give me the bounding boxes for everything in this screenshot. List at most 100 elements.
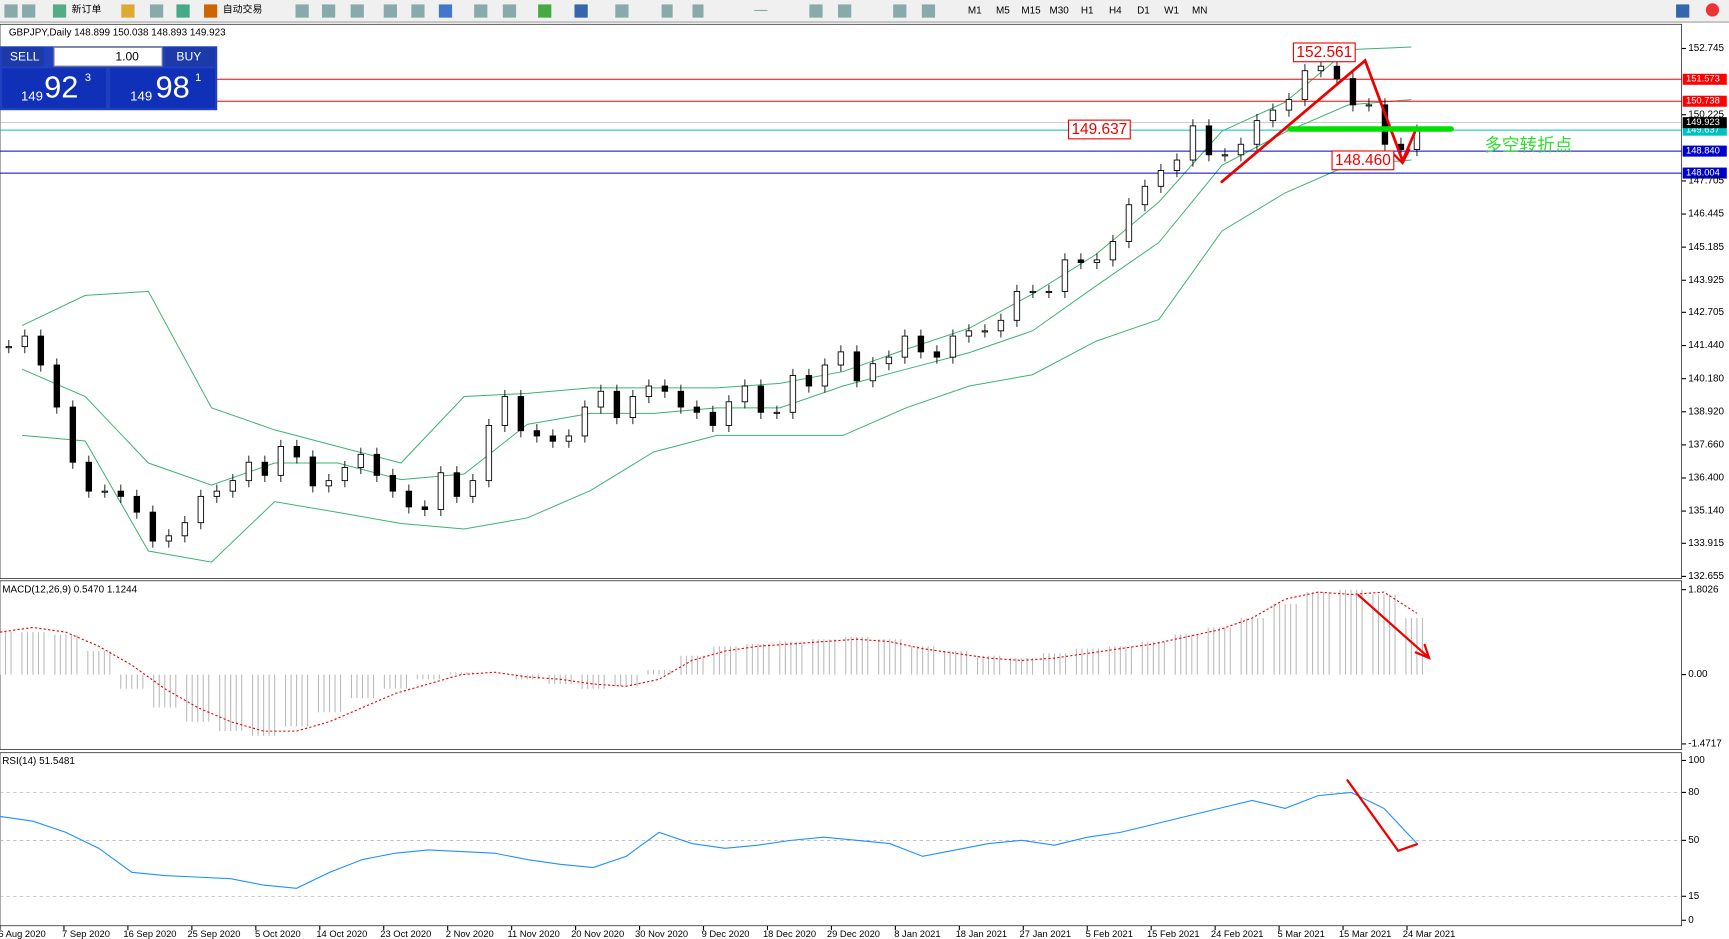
timeframe[interactable]: H4 — [1109, 6, 1122, 17]
candle — [1253, 120, 1261, 145]
candle — [1029, 290, 1037, 293]
timeframe[interactable]: W1 — [1164, 6, 1179, 17]
candle — [1189, 125, 1197, 161]
candle — [1285, 99, 1293, 111]
candle — [549, 435, 557, 442]
y-tick-label: 80 — [1688, 787, 1700, 798]
candle — [1333, 65, 1341, 80]
sell-price[interactable] — [2, 68, 106, 109]
candle — [1317, 65, 1325, 72]
candle — [805, 375, 813, 387]
level-label: 148.840 — [1686, 146, 1720, 156]
candle — [37, 335, 45, 366]
annotation-high: 152.561 — [1296, 44, 1352, 61]
buy-button[interactable] — [165, 47, 216, 67]
candle — [117, 490, 125, 497]
macd-pane — [0, 580, 1682, 750]
candle — [1077, 259, 1085, 263]
x-tick-label: 23 Oct 2020 — [380, 929, 431, 939]
macd-label: MACD(12,26,9) 0.5470 1.1244 — [2, 584, 137, 595]
y-tick-label: 132.655 — [1688, 571, 1724, 582]
lots[interactable]: 1.00 — [115, 50, 139, 64]
sell-button[interactable] — [2, 47, 45, 67]
timeframe[interactable]: M15 — [1021, 6, 1041, 17]
x-tick-label: 24 Mar 2021 — [1403, 929, 1456, 939]
candle — [453, 472, 461, 497]
x-tick-label: 7 Sep 2020 — [62, 929, 110, 939]
candle — [309, 456, 317, 487]
level-tag — [1682, 145, 1727, 157]
bollinger-middle — [21, 99, 1412, 486]
candle — [1173, 159, 1181, 171]
candle — [181, 522, 189, 537]
candle — [821, 364, 829, 387]
candle — [837, 351, 845, 366]
one-click-panel — [0, 46, 218, 111]
candle — [437, 472, 445, 510]
y-tick-label: 142.705 — [1688, 307, 1724, 318]
timeframe[interactable]: M5 — [996, 6, 1010, 17]
candle — [5, 346, 13, 349]
candle — [277, 446, 285, 476]
y-tick-label: 150.225 — [1688, 109, 1724, 120]
x-tick-label: 11 Nov 2020 — [507, 929, 559, 939]
candle — [1125, 204, 1133, 242]
candle — [597, 390, 605, 408]
candle — [85, 461, 93, 492]
new-order[interactable]: 新订单 — [72, 3, 102, 16]
candle — [53, 364, 61, 408]
candle — [1221, 154, 1229, 157]
timeframe[interactable]: MN — [1192, 6, 1207, 17]
candle — [389, 474, 397, 492]
candle — [1109, 241, 1117, 261]
candle — [1061, 259, 1069, 292]
candle — [21, 335, 29, 348]
x-tick-label: 20 Nov 2020 — [571, 929, 624, 939]
candle — [581, 406, 589, 437]
candle — [853, 351, 861, 382]
x-tick-label: 18 Jan 2021 — [956, 929, 1008, 939]
macd: 1.8026 0.00 -1.4717 — [0, 584, 1722, 750]
candle — [885, 356, 893, 365]
candle — [949, 335, 957, 358]
timeframe[interactable]: M30 — [1049, 6, 1069, 17]
rsi-line — [0, 791, 1418, 889]
candle — [1093, 259, 1101, 263]
timeframe[interactable]: M1 — [968, 6, 982, 17]
candle — [1045, 290, 1053, 293]
candle — [1269, 109, 1277, 122]
buy-price[interactable] — [110, 68, 216, 109]
auto-trading[interactable]: 自动交易 — [223, 3, 263, 16]
candle — [149, 511, 157, 542]
candle — [341, 467, 349, 482]
candle — [613, 390, 621, 418]
bands — [21, 46, 1412, 563]
level-label: 150.738 — [1686, 96, 1720, 106]
timeframe[interactable]: D1 — [1137, 6, 1150, 17]
x-tick-label: 9 Dec 2020 — [702, 929, 750, 939]
x-tick-label: 18 Dec 2020 — [763, 929, 816, 939]
candle — [357, 453, 365, 468]
candle — [965, 330, 973, 337]
x-tick-label: 5 Mar 2021 — [1277, 929, 1324, 939]
current-price-label: 149.923 — [1686, 117, 1720, 127]
y-tick-label: -1.4717 — [1688, 739, 1722, 750]
candle — [917, 335, 925, 353]
buy-text[interactable]: BUY — [176, 50, 201, 64]
x-tick-label: 16 Sep 2020 — [123, 929, 176, 939]
candle — [677, 390, 685, 408]
x-tick-label: 6 Aug 2020 — [0, 929, 46, 939]
timeframe[interactable]: H1 — [1081, 6, 1094, 17]
y-tick-label: 141.440 — [1688, 340, 1724, 351]
x-tick-label: 8 Jan 2021 — [894, 929, 940, 939]
bid-big: 149 — [21, 88, 43, 103]
level-label: 151.573 — [1686, 74, 1720, 84]
candle — [757, 385, 765, 413]
sell-text[interactable]: SELL — [10, 50, 40, 64]
y-tick-label: 147.705 — [1688, 176, 1724, 187]
y-tick-label: 133.915 — [1688, 538, 1724, 549]
ask-main: 98 — [155, 69, 189, 104]
level-label: 148.004 — [1686, 168, 1720, 178]
level-tag — [1682, 95, 1727, 107]
